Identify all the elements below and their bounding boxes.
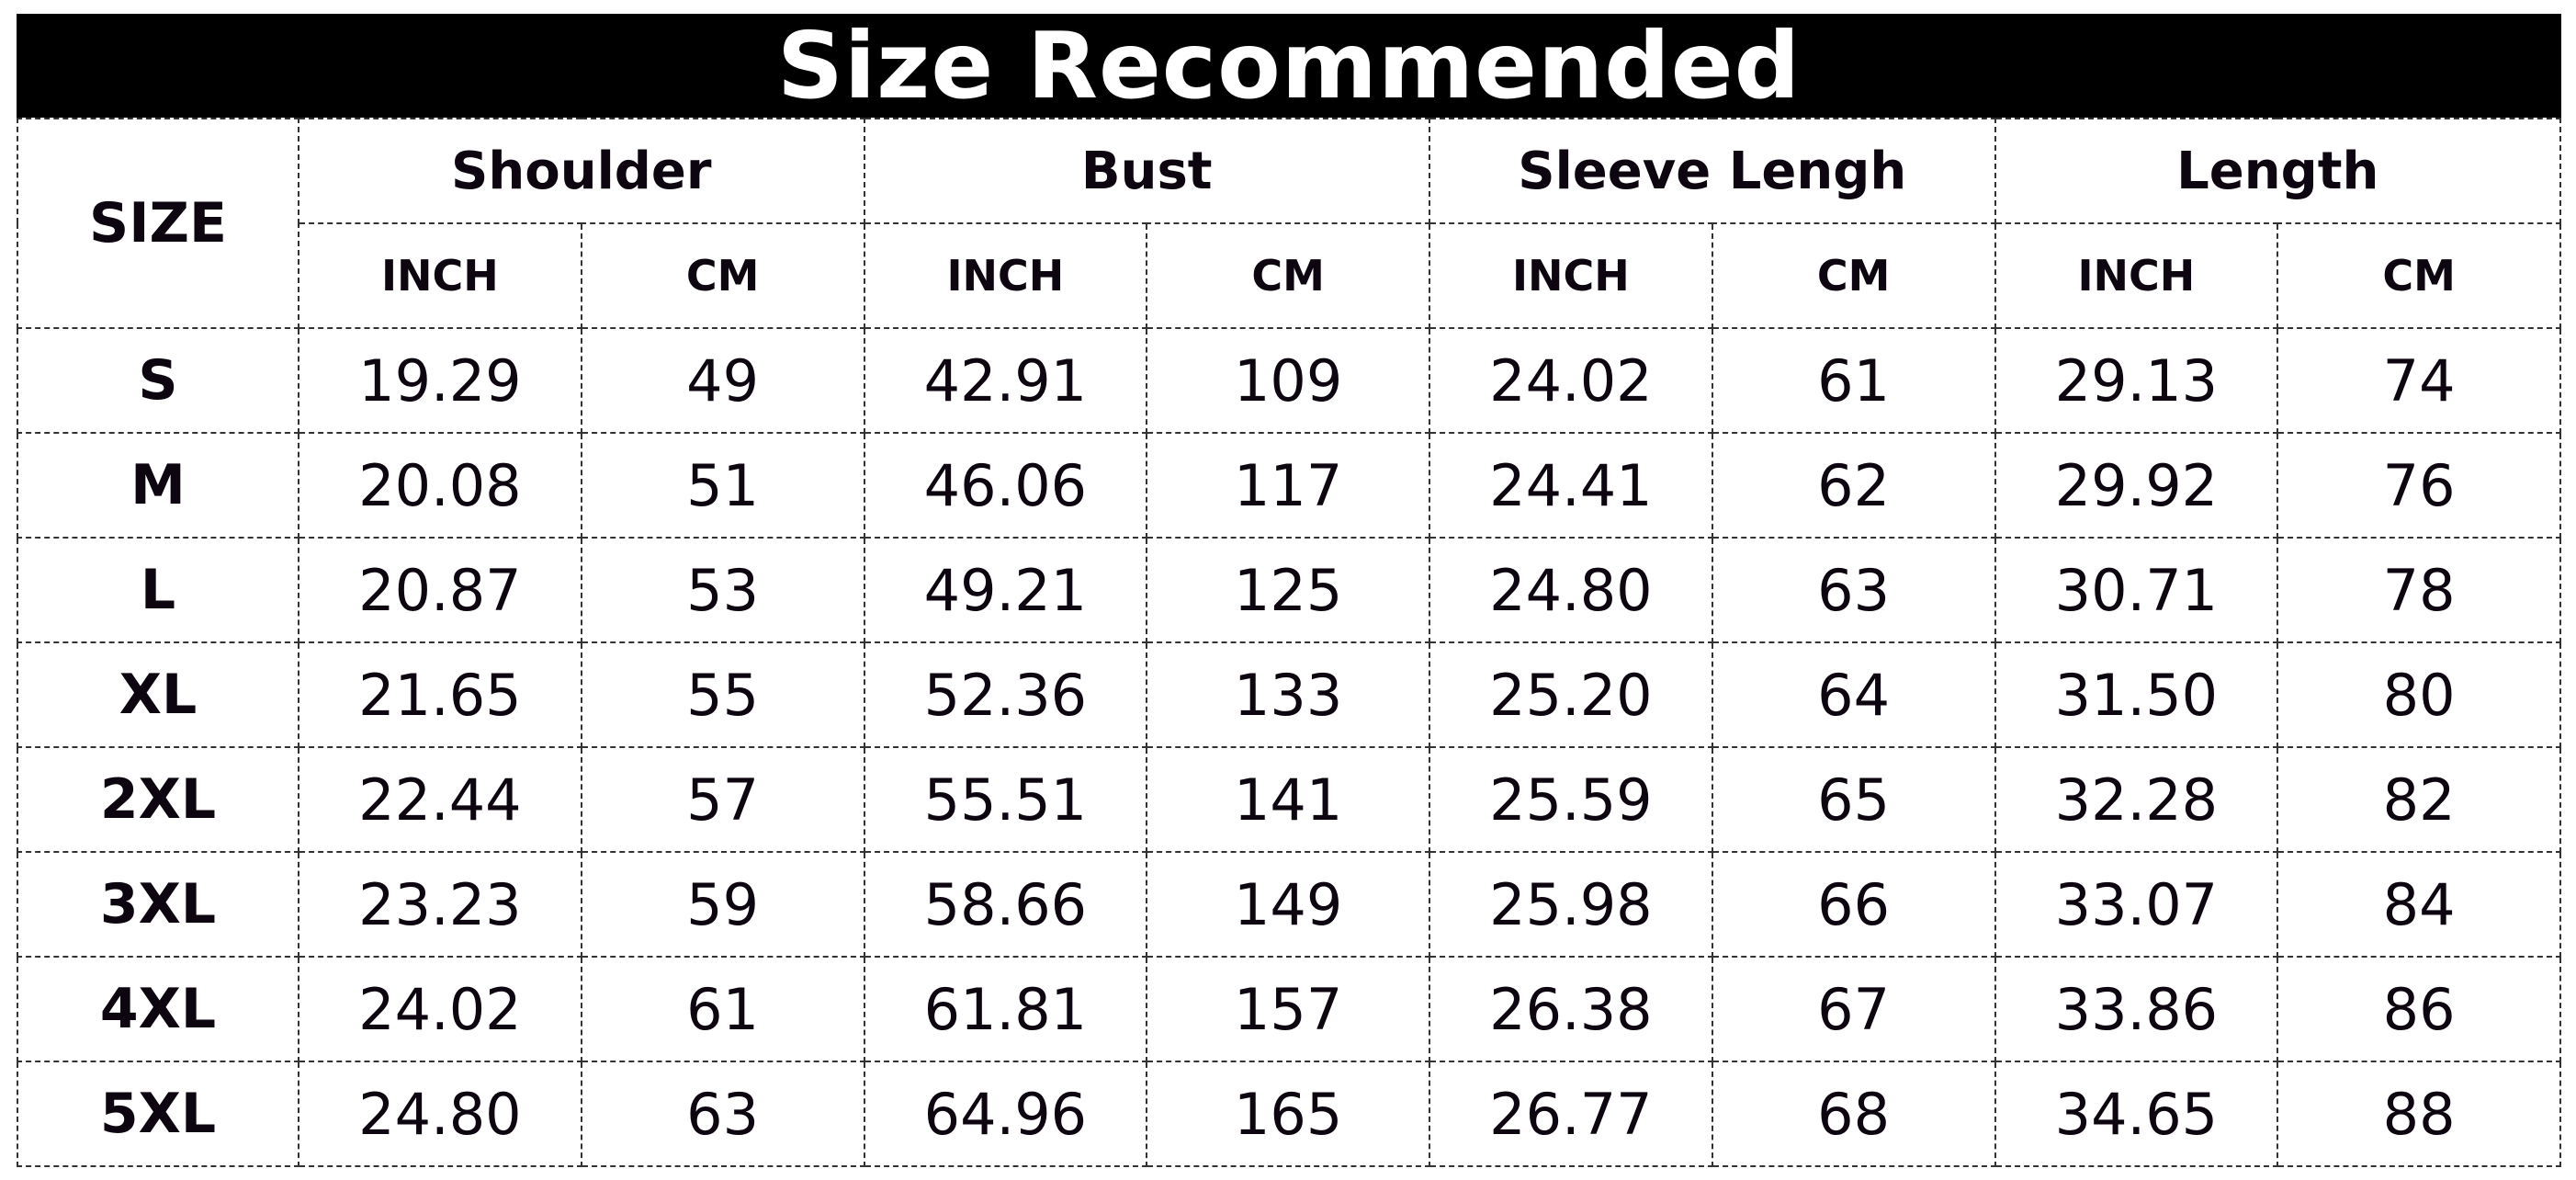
size-chart: Size Recommended SIZE Shoulder Bust Slee… xyxy=(17,14,2561,1167)
measurement-cell: 117 xyxy=(1146,432,1430,539)
measurement-cell: 33.86 xyxy=(1994,956,2279,1062)
size-label: 2XL xyxy=(17,746,299,853)
measurement-cell: 29.13 xyxy=(1994,327,2279,434)
measurement-cell: 29.92 xyxy=(1994,432,2279,539)
group-sleeve-length: Sleeve Lengh xyxy=(1429,118,1996,224)
unit-inch: INCH xyxy=(298,222,582,329)
size-table: SIZE Shoulder Bust Sleeve Lengh Length I… xyxy=(17,118,2561,1167)
measurement-cell: 55 xyxy=(580,641,865,748)
group-length: Length xyxy=(1994,118,2561,224)
size-label: 3XL xyxy=(17,851,299,958)
unit-cm: CM xyxy=(2277,222,2561,329)
measurement-cell: 46.06 xyxy=(863,432,1148,539)
measurement-cell: 26.77 xyxy=(1429,1061,1713,1167)
measurement-cell: 141 xyxy=(1146,746,1430,853)
measurement-cell: 21.65 xyxy=(298,641,582,748)
measurement-cell: 61.81 xyxy=(863,956,1148,1062)
table-row: 5XL 24.80 63 64.96 165 26.77 68 34.65 88 xyxy=(17,1061,2561,1167)
unit-inch: INCH xyxy=(1429,222,1713,329)
measurement-cell: 23.23 xyxy=(298,851,582,958)
measurement-cell: 165 xyxy=(1146,1061,1430,1167)
table-row: S 19.29 49 42.91 109 24.02 61 29.13 74 xyxy=(17,327,2561,434)
measurement-cell: 64 xyxy=(1711,641,1996,748)
measurement-cell: 74 xyxy=(2277,327,2561,434)
measurement-cell: 32.28 xyxy=(1994,746,2279,853)
measurement-cell: 57 xyxy=(580,746,865,853)
size-label: S xyxy=(17,327,299,434)
measurement-cell: 25.59 xyxy=(1429,746,1713,853)
table-row: 3XL 23.23 59 58.66 149 25.98 66 33.07 84 xyxy=(17,851,2561,958)
measurement-cell: 63 xyxy=(580,1061,865,1167)
measurement-cell: 78 xyxy=(2277,537,2561,643)
measurement-cell: 49 xyxy=(580,327,865,434)
measurement-cell: 88 xyxy=(2277,1061,2561,1167)
measurement-cell: 24.80 xyxy=(1429,537,1713,643)
measurement-cell: 52.36 xyxy=(863,641,1148,748)
measurement-cell: 80 xyxy=(2277,641,2561,748)
measurement-cell: 55.51 xyxy=(863,746,1148,853)
unit-inch: INCH xyxy=(1994,222,2279,329)
measurement-cell: 149 xyxy=(1146,851,1430,958)
measurement-cell: 53 xyxy=(580,537,865,643)
table-row: 2XL 22.44 57 55.51 141 25.59 65 32.28 82 xyxy=(17,746,2561,853)
measurement-cell: 133 xyxy=(1146,641,1430,748)
measurement-cell: 86 xyxy=(2277,956,2561,1062)
measurement-cell: 66 xyxy=(1711,851,1996,958)
measurement-cell: 51 xyxy=(580,432,865,539)
measurement-cell: 61 xyxy=(1711,327,1996,434)
size-table-body: S 19.29 49 42.91 109 24.02 61 29.13 74 M 20.08 51 46… xyxy=(17,327,2561,1167)
measurement-cell: 65 xyxy=(1711,746,1996,853)
group-header-row: SIZE Shoulder Bust Sleeve Lengh Length xyxy=(17,118,2561,329)
measurement-cell: 64.96 xyxy=(863,1061,1148,1167)
measurement-cell: 25.98 xyxy=(1429,851,1713,958)
unit-cm: CM xyxy=(1146,222,1430,329)
measurement-cell: 24.02 xyxy=(1429,327,1713,434)
measurement-cell: 24.02 xyxy=(298,956,582,1062)
measurement-cell: 25.20 xyxy=(1429,641,1713,748)
table-row: 4XL 24.02 61 61.81 157 26.38 67 33.86 86 xyxy=(17,956,2561,1062)
measurement-cell: 30.71 xyxy=(1994,537,2279,643)
size-label: XL xyxy=(17,641,299,748)
unit-cm: CM xyxy=(1711,222,1996,329)
measurement-cell: 62 xyxy=(1711,432,1996,539)
group-shoulder: Shoulder xyxy=(298,118,865,224)
measurement-cell: 59 xyxy=(580,851,865,958)
measurement-cell: 109 xyxy=(1146,327,1430,434)
measurement-cell: 42.91 xyxy=(863,327,1148,434)
chart-title: Size Recommended xyxy=(17,14,2561,118)
measurement-cell: 63 xyxy=(1711,537,1996,643)
measurement-cell: 49.21 xyxy=(863,537,1148,643)
measurement-cell: 125 xyxy=(1146,537,1430,643)
group-bust: Bust xyxy=(863,118,1430,224)
measurement-cell: 34.65 xyxy=(1994,1061,2279,1167)
measurement-cell: 31.50 xyxy=(1994,641,2279,748)
unit-cm: CM xyxy=(580,222,865,329)
measurement-cell: 20.87 xyxy=(298,537,582,643)
measurement-cell: 67 xyxy=(1711,956,1996,1062)
measurement-cell: 24.80 xyxy=(298,1061,582,1167)
table-row: L 20.87 53 49.21 125 24.80 63 30.71 78 xyxy=(17,537,2561,643)
measurement-cell: 22.44 xyxy=(298,746,582,853)
unit-header-row: INCH CM INCH CM INCH CM INCH CM xyxy=(17,222,2561,329)
size-header: SIZE xyxy=(17,118,299,329)
unit-inch: INCH xyxy=(863,222,1148,329)
measurement-cell: 20.08 xyxy=(298,432,582,539)
measurement-cell: 61 xyxy=(580,956,865,1062)
measurement-cell: 76 xyxy=(2277,432,2561,539)
table-row: XL 21.65 55 52.36 133 25.20 64 31.50 80 xyxy=(17,641,2561,748)
measurement-cell: 33.07 xyxy=(1994,851,2279,958)
measurement-cell: 68 xyxy=(1711,1061,1996,1167)
measurement-cell: 157 xyxy=(1146,956,1430,1062)
measurement-cell: 58.66 xyxy=(863,851,1148,958)
measurement-cell: 26.38 xyxy=(1429,956,1713,1062)
measurement-cell: 19.29 xyxy=(298,327,582,434)
table-row: M 20.08 51 46.06 117 24.41 62 29.92 76 xyxy=(17,432,2561,539)
measurement-cell: 82 xyxy=(2277,746,2561,853)
size-label: L xyxy=(17,537,299,643)
size-label: 4XL xyxy=(17,956,299,1062)
measurement-cell: 24.41 xyxy=(1429,432,1713,539)
size-label: 5XL xyxy=(17,1061,299,1167)
measurement-cell: 84 xyxy=(2277,851,2561,958)
size-label: M xyxy=(17,432,299,539)
